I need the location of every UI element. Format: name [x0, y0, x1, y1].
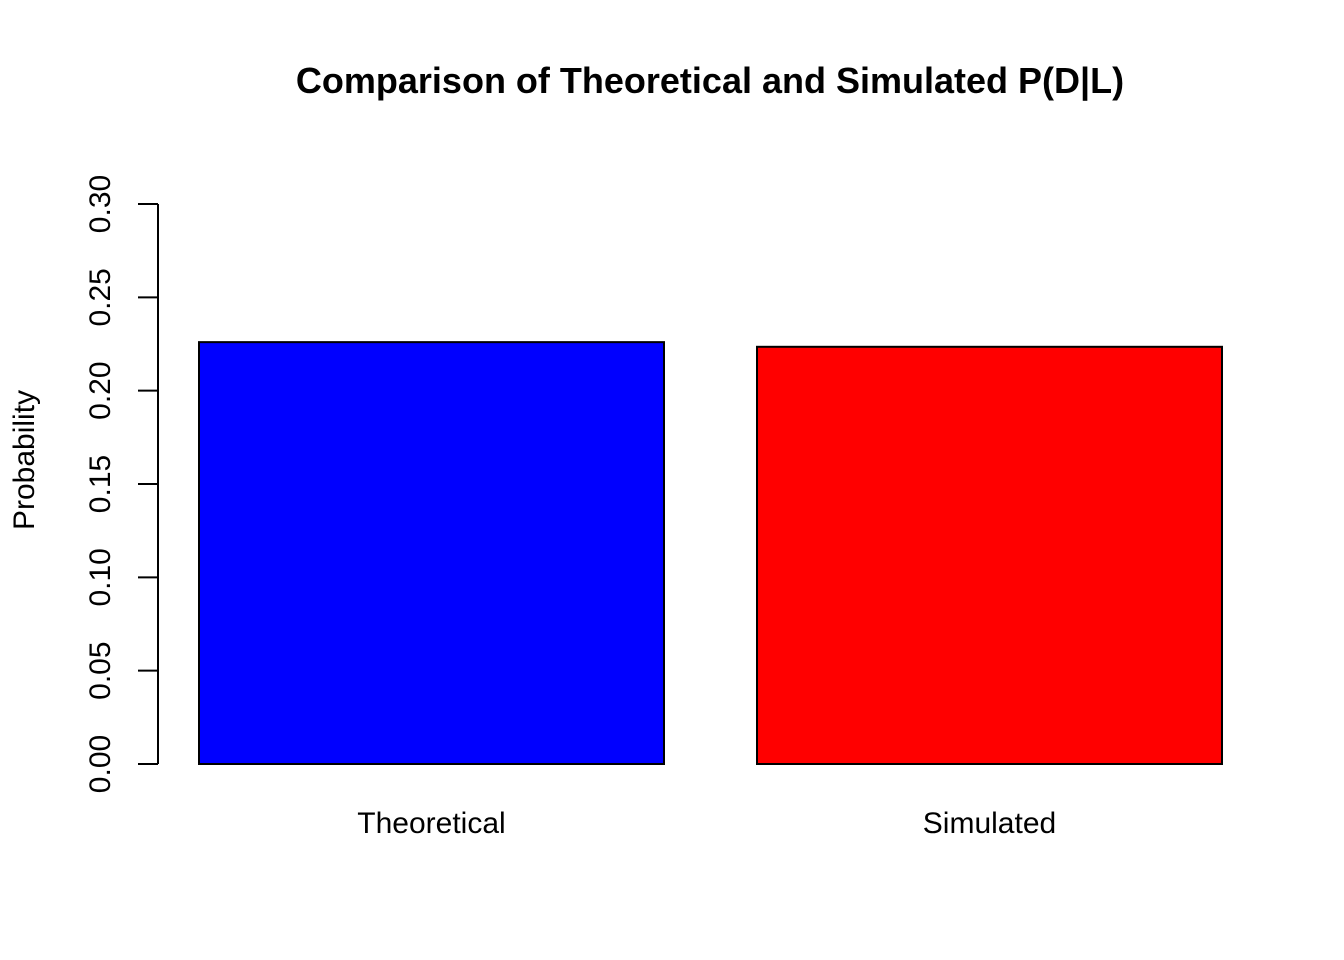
y-tick-label: 0.10: [84, 548, 117, 606]
y-tick-label: 0.30: [84, 175, 117, 233]
bar-theoretical: [198, 341, 665, 765]
x-axis-labels: Theoretical Simulated: [357, 807, 1056, 840]
y-tick-label: 0.15: [84, 455, 117, 513]
y-tick-label: 0.25: [84, 268, 117, 326]
x-category-label: Simulated: [923, 807, 1056, 840]
chart-title: Comparison of Theoretical and Simulated …: [296, 60, 1124, 102]
y-axis-label: Probability: [8, 390, 41, 530]
bars: [198, 341, 1223, 765]
y-axis: 0.00 0.05 0.10 0.15 0.20 0.25 0.30: [84, 175, 159, 793]
x-category-label: Theoretical: [357, 807, 505, 840]
y-tick-label: 0.00: [84, 735, 117, 793]
y-tick-label: 0.20: [84, 361, 117, 419]
bar-simulated: [756, 345, 1223, 765]
y-tick-label: 0.05: [84, 641, 117, 699]
